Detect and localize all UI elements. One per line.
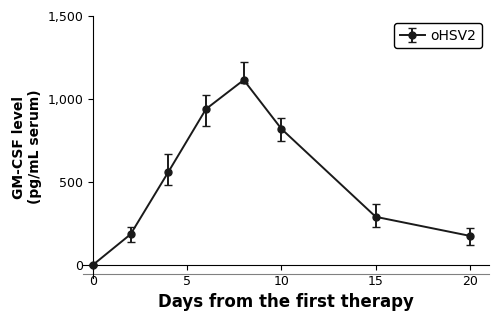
Y-axis label: GM-CSF level
(pg/mL serum): GM-CSF level (pg/mL serum) bbox=[12, 90, 42, 204]
X-axis label: Days from the first therapy: Days from the first therapy bbox=[158, 293, 414, 311]
Legend: oHSV2: oHSV2 bbox=[394, 23, 482, 48]
